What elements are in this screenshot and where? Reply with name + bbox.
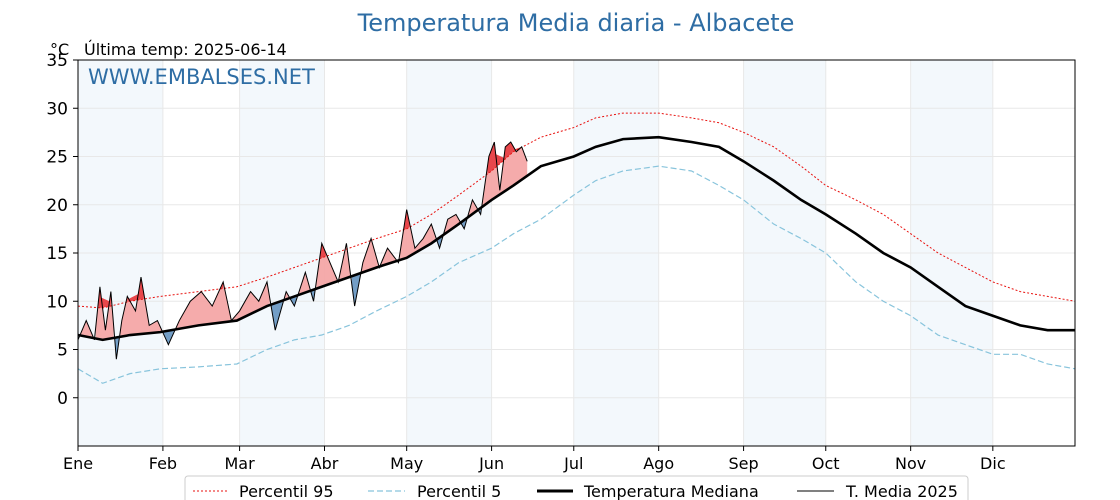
y-axis: 0 5 10 15 20 25 30 35 [46, 51, 78, 409]
xtick-label-mar: Mar [225, 454, 256, 473]
fill-above-median-5 [120, 277, 162, 337]
watermark: WWW.EMBALSES.NET [88, 65, 315, 89]
xtick-label-may: May [390, 454, 423, 473]
series-line-p5 [77, 165, 1076, 384]
xtick-label-ene: Ene [63, 454, 93, 473]
fill-above-median-7 [176, 281, 270, 330]
legend-label-p5: Percentil 5 [417, 482, 501, 500]
legend-label-current: T. Media 2025 [845, 482, 958, 500]
xtick-label-dic: Dic [980, 454, 1006, 473]
fill-above-p95-27 [487, 142, 522, 174]
series-line-p95 [77, 112, 1076, 309]
chart-title: Temperatura Media diaria - Albacete [357, 9, 795, 37]
series-lines [77, 112, 1076, 384]
xtick-label-jul: Jul [563, 454, 583, 473]
legend-label-median: Temperatura Mediana [583, 482, 759, 500]
ytick-label-15: 15 [46, 244, 68, 264]
fill-above-p95-5 [127, 277, 144, 302]
xtick-label-jun: Jun [478, 454, 504, 473]
xtick-label-nov: Nov [895, 454, 926, 473]
fill-above-median-17 [361, 238, 378, 273]
series-line-median [77, 135, 1075, 342]
fill-above-median-1 [80, 320, 94, 338]
legend-label-p95: Percentil 95 [239, 482, 334, 500]
xtick-label-sep: Sep [729, 454, 759, 473]
ytick-label-0: 0 [57, 389, 68, 409]
fill-above-median-25 [468, 199, 478, 218]
anomaly-fills [78, 142, 528, 360]
legend-box [184, 475, 969, 500]
ytick-label-5: 5 [57, 341, 68, 361]
ytick-label-35: 35 [46, 51, 68, 71]
last-update-label: Última temp: 2025-06-14 [84, 40, 287, 59]
series-line-current-year [77, 141, 528, 360]
xtick-label-ago: Ago [643, 454, 674, 473]
fill-below-median-6 [162, 329, 176, 345]
ytick-label-20: 20 [46, 196, 68, 216]
ytick-label-25: 25 [46, 148, 68, 168]
xtick-label-oct: Oct [812, 454, 840, 473]
unit-label: °C [50, 40, 69, 59]
fill-above-p95-13 [320, 243, 326, 259]
legend: Percentil 95 Percentil 5 Temperatura Med… [184, 475, 969, 500]
ytick-label-10: 10 [46, 292, 68, 312]
fill-above-p95-21 [403, 209, 410, 230]
xtick-label-feb: Feb [149, 454, 177, 473]
x-axis: Ene Feb Mar Abr May Jun Jul Ago Sep Oct Nov Dic [63, 446, 1006, 473]
xtick-label-abr: Abr [311, 454, 339, 473]
ytick-label-30: 30 [46, 99, 68, 119]
fill-above-median-15 [339, 243, 351, 281]
